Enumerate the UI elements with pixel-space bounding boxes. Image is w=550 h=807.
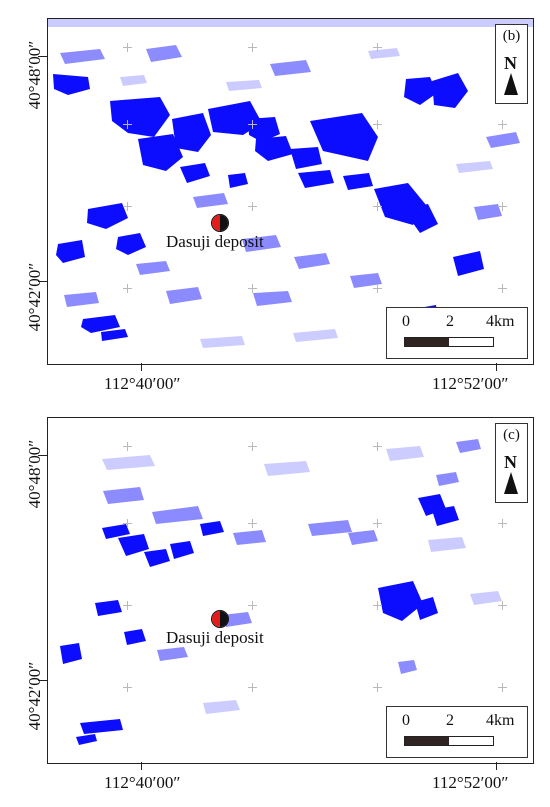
- lat-label-top: 40°48′00″: [25, 439, 44, 509]
- lon-tick: [496, 762, 497, 770]
- scale-bar-black-segment: [405, 737, 449, 745]
- scale-bar: [404, 736, 494, 746]
- lon-label-right: 112°52′00″: [432, 773, 509, 792]
- grid-cross: [248, 284, 257, 293]
- map-frame-c: Dasuji deposit (c) N 0 2 4km: [47, 417, 534, 764]
- grid-cross: [498, 202, 507, 211]
- alteration-map-c: [60, 439, 502, 745]
- map-frame-b: Dasuji deposit (b) N 0 2 4km: [47, 18, 534, 365]
- scale-bar: [404, 337, 494, 347]
- deposit-label: Dasuji deposit: [166, 628, 264, 647]
- grid-cross: [248, 202, 257, 211]
- scale-bar-black-segment: [405, 338, 449, 346]
- grid-cross: [498, 601, 507, 610]
- grid-cross: [123, 43, 132, 52]
- lon-label-left: 112°40′00″: [104, 773, 181, 792]
- north-arrow-icon: [504, 472, 518, 494]
- lat-tick: [38, 281, 47, 282]
- grid-cross: [123, 601, 132, 610]
- scale-mid: 2: [446, 313, 454, 330]
- grid-cross: [498, 519, 507, 528]
- north-arrow-icon: [504, 73, 518, 95]
- alteration-map-b: [48, 19, 533, 348]
- grid-cross: [248, 442, 257, 451]
- grid-cross: [123, 202, 132, 211]
- grid-cross: [498, 683, 507, 692]
- grid-cross: [498, 284, 507, 293]
- scale-zero: 0: [402, 712, 410, 729]
- grid-cross: [373, 284, 382, 293]
- lat-label-top: 40°48′00″: [25, 40, 44, 110]
- lat-tick: [38, 680, 47, 681]
- scale-bar-box: 0 2 4km: [386, 706, 528, 758]
- north-label: N: [504, 452, 517, 472]
- panel-label: (c): [503, 427, 520, 443]
- grid-cross: [373, 442, 382, 451]
- grid-cross: [373, 202, 382, 211]
- lat-tick: [38, 56, 47, 57]
- lat-label-bottom: 40°42′00″: [25, 262, 44, 332]
- deposit-marker-red-half: [212, 215, 220, 231]
- lon-tick: [141, 363, 142, 371]
- scale-mid: 2: [446, 712, 454, 729]
- grid-cross: [248, 120, 257, 129]
- lon-tick: [141, 762, 142, 770]
- lon-label-left: 112°40′00″: [104, 374, 181, 393]
- scale-zero: 0: [402, 313, 410, 330]
- grid-cross: [373, 519, 382, 528]
- deposit-marker: [211, 610, 229, 628]
- grid-cross: [373, 683, 382, 692]
- scale-max: 4km: [486, 313, 515, 330]
- grid-cross: [248, 519, 257, 528]
- panel-id-box: (b) N: [495, 24, 528, 104]
- deposit-marker-red-half: [212, 611, 220, 627]
- grid-cross: [373, 120, 382, 129]
- deposit-label: Dasuji deposit: [166, 232, 264, 251]
- grid-cross: [248, 683, 257, 692]
- grid-cross: [123, 519, 132, 528]
- grid-cross: [123, 284, 132, 293]
- panel-label: (b): [502, 28, 521, 44]
- grid-cross: [248, 601, 257, 610]
- deposit-marker-black-half: [220, 611, 228, 627]
- grid-cross: [373, 43, 382, 52]
- grid-cross: [248, 43, 257, 52]
- map-panel-c: Dasuji deposit (c) N 0 2 4km 40°48′00″ 4…: [0, 399, 550, 799]
- lat-tick: [38, 455, 47, 456]
- deposit-marker: [211, 214, 229, 232]
- grid-cross: [123, 683, 132, 692]
- scale-max: 4km: [486, 712, 515, 729]
- grid-cross: [123, 120, 132, 129]
- scale-bar-box: 0 2 4km: [386, 307, 528, 359]
- lon-label-right: 112°52′00″: [432, 374, 509, 393]
- deposit-marker-black-half: [220, 215, 228, 231]
- lat-label-bottom: 40°42′00″: [25, 661, 44, 731]
- north-label: N: [504, 53, 517, 73]
- grid-cross: [373, 601, 382, 610]
- grid-cross: [498, 120, 507, 129]
- map-panel-b: Dasuji deposit (b) N 0 2 4km 40°48′00″ 4…: [0, 0, 550, 400]
- panel-id-box: (c) N: [495, 423, 528, 503]
- grid-cross: [123, 442, 132, 451]
- lon-tick: [496, 363, 497, 371]
